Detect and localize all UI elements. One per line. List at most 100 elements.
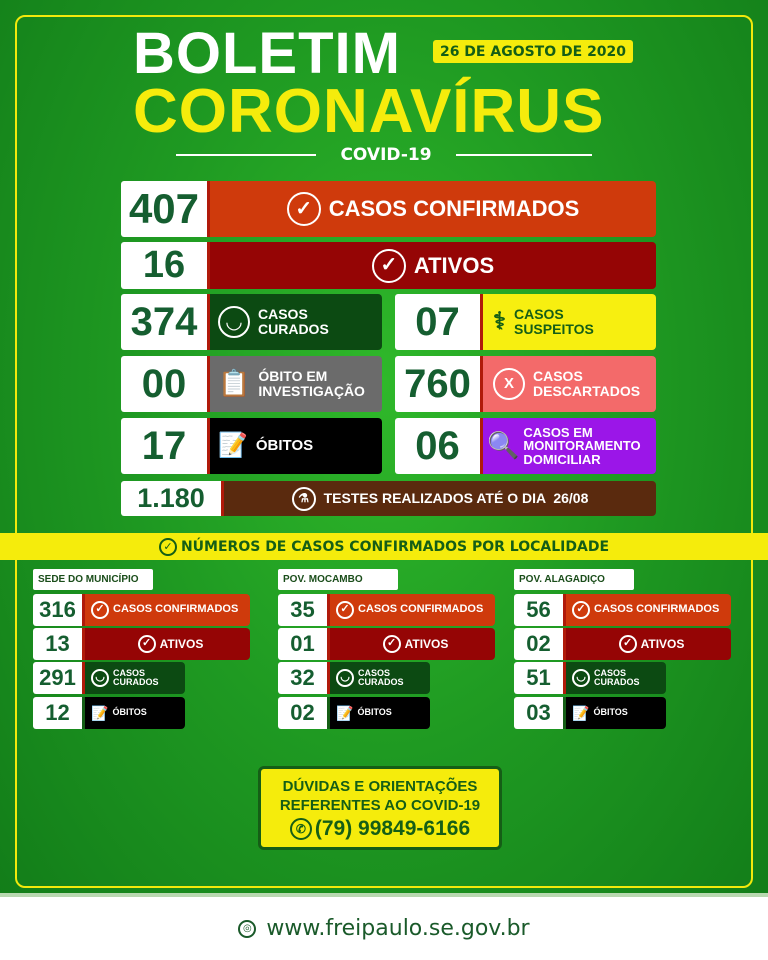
label-text: CASOS CONFIRMADOS [358, 603, 484, 616]
smiley-icon: ◡ [91, 669, 109, 687]
locality-deaths-label: 📝 ÓBITOS [566, 697, 666, 729]
locality-confirmed-value: 35 [278, 594, 330, 626]
globe-icon: ◎ [238, 919, 257, 938]
label-text: CASOS DESCARTADOS [533, 368, 641, 399]
smiley-icon: ◡ [218, 306, 250, 338]
tests-label: ⚗ TESTES REALIZADOS ATÉ O DIA 26/08 [224, 481, 656, 516]
smiley-icon: ◡ [336, 669, 354, 687]
tests-value: 1.180 [121, 481, 224, 516]
date-badge: 26 DE AGOSTO DE 2020 [433, 40, 633, 63]
medical-report-icon: 📋 [218, 368, 251, 399]
title-boletim: BOLETIM [133, 21, 401, 86]
locality-name: POV. MOCAMBO [278, 569, 398, 590]
locality-deaths-value: 12 [33, 697, 85, 729]
label-text: ÓBITOS [593, 707, 628, 718]
contact-phone[interactable]: ✆ (79) 99849-6166 [261, 815, 499, 843]
website-link[interactable]: www.freipaulo.se.gov.br [266, 916, 530, 941]
contact-box: DÚVIDAS E ORIENTAÇÕES REFERENTES AO COVI… [258, 766, 502, 850]
contact-line: DÚVIDAS E ORIENTAÇÕES [282, 778, 478, 795]
suspect-label: ⚕ CASOS SUSPEITOS [483, 294, 656, 350]
deaths-label: 📝 ÓBITOS [210, 418, 382, 474]
monitoring-label: 🔍 CASOS EM MONITORAMENTO DOMICILIAR [483, 418, 656, 474]
monitoring-value: 06 [395, 418, 483, 474]
x-circle-icon: X [493, 368, 525, 400]
locality-active-label: ✓ ATIVOS [330, 628, 495, 660]
flask-icon: ⚗ [291, 486, 316, 511]
whatsapp-icon: ✆ [289, 818, 312, 840]
locality-active-value: 01 [278, 628, 330, 660]
check-circle-icon: ✓ [91, 601, 109, 619]
locality-cured-label: ◡ CASOS CURADOS [566, 662, 666, 694]
suspect-value: 07 [395, 294, 483, 350]
active-value: 16 [121, 242, 210, 289]
investigation-label: 📋 ÓBITO EM INVESTIGAÇÃO [210, 356, 382, 412]
cured-value: 374 [121, 294, 210, 350]
label-text: ÓBITOS [357, 707, 392, 718]
locality-cured-label: ◡ CASOS CURADOS [330, 662, 430, 694]
locality-confirmed-value: 56 [514, 594, 566, 626]
document-pen-icon: 📝 [218, 432, 248, 460]
label-text: TESTES REALIZADOS ATÉ O DIA 26/08 [323, 490, 589, 507]
footer: ◎ www.freipaulo.se.gov.br [0, 893, 768, 960]
label-text: ÓBITO EM INVESTIGAÇÃO [258, 368, 365, 399]
locality-deaths-value: 02 [278, 697, 330, 729]
label-text: CASOS CURADOS [113, 668, 159, 687]
locality-cured-label: ◡ CASOS CURADOS [85, 662, 185, 694]
label-text: CASOS CURADOS [258, 306, 329, 337]
locality-cured-value: 51 [514, 662, 566, 694]
confirmed-value: 407 [121, 181, 210, 237]
locality-name: POV. ALAGADIÇO [514, 569, 634, 590]
locality-active-label: ✓ ATIVOS [85, 628, 250, 660]
locality-banner: ✓ NÚMEROS DE CASOS CONFIRMADOS POR LOCALI… [0, 533, 768, 560]
active-label: ✓ ATIVOS [210, 242, 656, 289]
locality-cured-value: 291 [33, 662, 85, 694]
check-circle-icon: ✓ [286, 192, 321, 226]
check-circle-icon: ✓ [158, 537, 177, 556]
check-circle-icon: ✓ [618, 635, 637, 653]
discarded-value: 760 [395, 356, 483, 412]
label-text: ATIVOS [413, 252, 495, 278]
locality-cured-value: 32 [278, 662, 330, 694]
locality-confirmed-label: ✓ CASOS CONFIRMADOS [330, 594, 495, 626]
document-pen-icon: 📝 [336, 704, 354, 721]
label-text: ATIVOS [404, 636, 449, 651]
check-circle-icon: ✓ [336, 601, 354, 619]
document-pen-icon: 📝 [572, 704, 590, 721]
label-text: ÓBITOS [255, 437, 314, 455]
locality-active-label: ✓ ATIVOS [566, 628, 731, 660]
subtitle: COVID-19 [340, 145, 432, 165]
locality-confirmed-value: 316 [33, 594, 85, 626]
confirmed-label: ✓ CASOS CONFIRMADOS [210, 181, 656, 237]
locality-deaths-label: 📝 ÓBITOS [330, 697, 430, 729]
label-text: CASOS CONFIRMADOS [594, 603, 720, 616]
cured-label: ◡ CASOS CURADOS [210, 294, 382, 350]
check-circle-icon: ✓ [382, 635, 401, 653]
locality-confirmed-label: ✓ CASOS CONFIRMADOS [566, 594, 731, 626]
magnifier-icon: 🔍 [487, 430, 520, 461]
label-text: CASOS CURADOS [358, 668, 404, 687]
title-coronavirus: CORONAVÍRUS [133, 77, 605, 146]
locality-confirmed-label: ✓ CASOS CONFIRMADOS [85, 594, 250, 626]
label-text: CASOS SUSPEITOS [513, 306, 594, 337]
check-circle-icon: ✓ [572, 601, 590, 619]
document-pen-icon: 📝 [91, 704, 109, 721]
locality-active-value: 02 [514, 628, 566, 660]
locality-deaths-value: 03 [514, 697, 566, 729]
banner-text: NÚMEROS DE CASOS CONFIRMADOS POR LOCALID… [180, 538, 610, 555]
label-text: CASOS CONFIRMADOS [113, 603, 239, 616]
locality-active-value: 13 [33, 628, 85, 660]
check-circle-icon: ✓ [371, 248, 406, 283]
label-text: ATIVOS [640, 636, 685, 651]
deaths-value: 17 [121, 418, 210, 474]
contact-line: REFERENTES AO COVID-19 [279, 797, 481, 814]
investigation-value: 00 [121, 356, 210, 412]
locality-deaths-label: 📝 ÓBITOS [85, 697, 185, 729]
divider [176, 154, 316, 156]
frame-border [15, 15, 753, 888]
label-text: CASOS CONFIRMADOS [328, 196, 580, 222]
label-text: CASOS CURADOS [594, 668, 640, 687]
stethoscope-icon: ⚕ [493, 308, 506, 336]
check-circle-icon: ✓ [137, 635, 156, 653]
label-text: ÓBITOS [112, 707, 147, 718]
locality-name: SEDE DO MUNICÍPIO [33, 569, 153, 590]
